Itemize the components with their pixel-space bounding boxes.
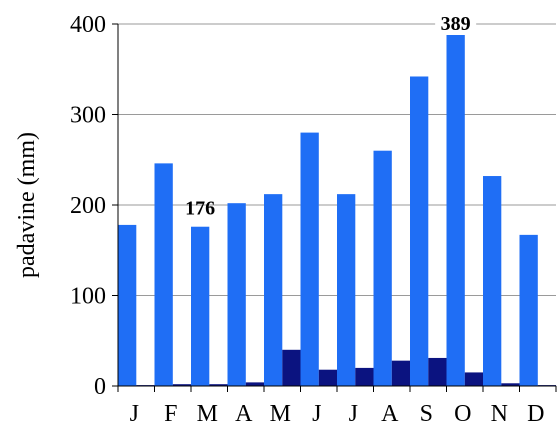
bar-series2-10 bbox=[464, 372, 484, 386]
y-tick-label: 300 bbox=[70, 103, 106, 129]
bar-series1-4 bbox=[227, 203, 246, 386]
x-tick-label: J bbox=[349, 401, 358, 427]
axes: 0 100 200 300 400 bbox=[70, 12, 557, 400]
bar-series2-8 bbox=[391, 360, 411, 386]
data-label: 389 bbox=[441, 13, 471, 35]
bar-series1-2 bbox=[154, 163, 173, 386]
bar-series2-5 bbox=[282, 349, 301, 386]
data-label-bg bbox=[435, 13, 477, 35]
data-label-group: 389 bbox=[435, 13, 477, 35]
x-tick-label: F bbox=[164, 401, 177, 427]
bar-series1-11 bbox=[483, 176, 502, 386]
y-tick-label: 400 bbox=[70, 12, 106, 38]
x-tick-label: D bbox=[527, 401, 544, 427]
x-tick-label: O bbox=[454, 401, 471, 427]
bars bbox=[118, 33, 557, 387]
bar-series2-9 bbox=[428, 357, 447, 386]
bar-series1-8 bbox=[373, 150, 392, 386]
x-tick-label: M bbox=[270, 401, 291, 427]
bar-series1-12 bbox=[519, 234, 538, 386]
x-tick-label: A bbox=[235, 401, 253, 427]
x-tick-label: N bbox=[491, 401, 508, 427]
bar-series1-10 bbox=[446, 33, 465, 387]
bar-series1-1 bbox=[118, 224, 137, 386]
bar-series2-11 bbox=[501, 383, 520, 386]
data-label: 176 bbox=[185, 198, 215, 220]
y-tick-label: 100 bbox=[70, 284, 106, 310]
bar-series1-9 bbox=[410, 76, 429, 387]
x-tick-label: J bbox=[130, 401, 139, 427]
x-tick-label: J bbox=[312, 401, 321, 427]
x-tick-label: S bbox=[420, 401, 433, 427]
bar-series2-2 bbox=[172, 384, 192, 386]
bar-series2-6 bbox=[318, 369, 338, 386]
bar-series1-5 bbox=[264, 194, 283, 386]
y-tick-label: 200 bbox=[70, 193, 106, 219]
x-tick-label: M bbox=[197, 401, 218, 427]
x-tick-label: A bbox=[381, 401, 399, 427]
bar-series1-7 bbox=[337, 194, 356, 386]
bar-series2-3 bbox=[209, 384, 228, 386]
y-tick-label: 0 bbox=[94, 374, 106, 400]
bar-series1-6 bbox=[300, 132, 319, 386]
bar-series1-3 bbox=[191, 226, 210, 386]
y-axis-label: padavine (mm) bbox=[14, 132, 40, 278]
data-label-group: 176 bbox=[185, 198, 215, 220]
bar-series2-4 bbox=[245, 382, 265, 386]
bar-series2-7 bbox=[355, 367, 374, 386]
